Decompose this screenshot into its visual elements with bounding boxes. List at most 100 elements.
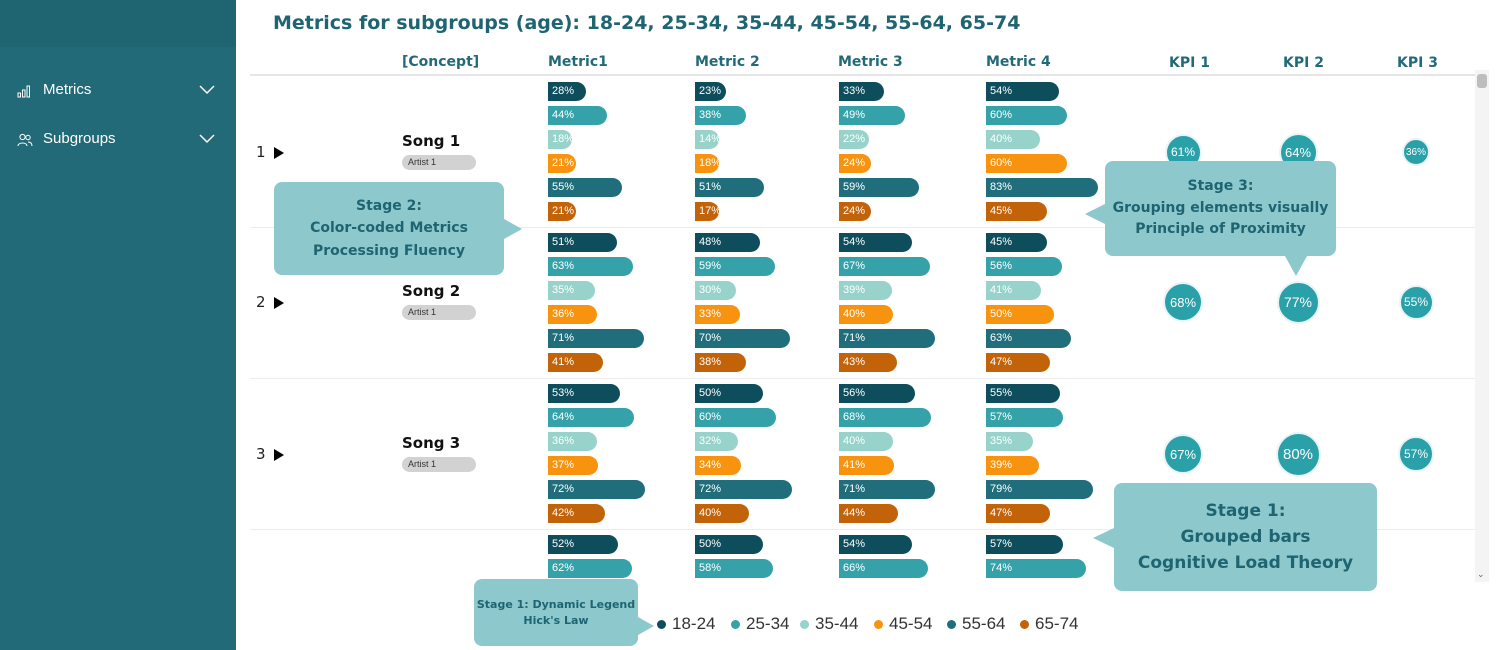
metric-bar: 59% <box>695 256 775 276</box>
scrollbar-thumb[interactable] <box>1477 74 1487 88</box>
metric-bar: 38% <box>695 105 747 125</box>
vertical-scrollbar[interactable] <box>1475 70 1489 582</box>
metric-bar: 24% <box>839 201 872 221</box>
scroll-down-arrow-icon[interactable]: ⌄ <box>1477 570 1485 580</box>
callout-line: Processing Fluency <box>312 242 466 259</box>
callout-line: Hick's Law <box>523 613 589 627</box>
metric-bar: 45% <box>986 201 1047 221</box>
metric-bar: 71% <box>839 479 935 499</box>
metric-bar: 56% <box>839 384 915 403</box>
metric-bar: 51% <box>695 177 764 197</box>
row-divider <box>250 529 1475 530</box>
expand-arrow-icon[interactable] <box>274 147 284 159</box>
metric-bar: 57% <box>986 535 1063 554</box>
metric-bar: 74% <box>986 558 1086 578</box>
sidebar-item-label: Metrics <box>43 81 92 98</box>
callout-pointer <box>1285 256 1307 276</box>
metric-bar: 71% <box>839 328 935 348</box>
callout-pointer <box>638 617 654 635</box>
expand-arrow-icon[interactable] <box>274 449 284 461</box>
song-title: Song 1 <box>402 132 461 150</box>
kpi-circle: 77% <box>1276 280 1320 324</box>
chevron-down-icon[interactable] <box>198 132 216 146</box>
metric-bar: 67% <box>839 256 930 276</box>
legend-item[interactable]: 25-34 <box>731 614 789 634</box>
legend-item[interactable]: 35-44 <box>800 614 858 634</box>
metric-bar: 54% <box>986 82 1059 101</box>
callout-legend: Stage 1: Dynamic Legend Hick's Law <box>474 579 638 646</box>
expand-arrow-icon[interactable] <box>274 297 284 309</box>
metric-bar: 22% <box>839 129 869 149</box>
metric-bar: 59% <box>839 177 919 197</box>
legend-label: 18-24 <box>672 614 716 633</box>
users-icon <box>17 133 33 147</box>
metric-bar: 14% <box>695 129 721 149</box>
metric-bar: 44% <box>548 105 608 125</box>
artist-badge: Artist 1 <box>402 305 476 320</box>
metric-bar: 47% <box>986 503 1050 523</box>
metric-bar: 79% <box>986 479 1093 499</box>
callout-line: Stage 1: <box>1205 501 1286 521</box>
callout-pointer <box>504 219 522 239</box>
metric-bar: 70% <box>695 328 790 348</box>
metric-bar: 49% <box>839 105 906 125</box>
callout-stage2: Stage 2: Color-coded Metrics Processing … <box>274 182 504 275</box>
sidebar-item-metrics[interactable]: Metrics <box>0 71 236 111</box>
metric-bar: 68% <box>839 407 931 427</box>
metric-bar: 30% <box>695 280 736 300</box>
header-divider <box>250 74 1475 76</box>
metric-bar: 36% <box>548 304 597 324</box>
metric-bar: 47% <box>986 352 1050 372</box>
metric-bar: 41% <box>839 455 895 475</box>
callout-line: Cognitive Load Theory <box>1137 553 1354 573</box>
legend-item[interactable]: 18-24 <box>657 614 715 634</box>
metric-bar: 50% <box>695 384 763 403</box>
row-divider <box>250 227 1475 228</box>
legend-item[interactable]: 65-74 <box>1020 614 1078 634</box>
legend-item[interactable]: 45-54 <box>874 614 932 634</box>
kpi-circle: 68% <box>1163 282 1203 322</box>
metric-bar: 41% <box>986 280 1042 300</box>
chevron-down-icon[interactable] <box>198 83 216 97</box>
metric-bar: 39% <box>986 455 1039 475</box>
legend-item[interactable]: 55-64 <box>947 614 1005 634</box>
kpi-circle: 67% <box>1163 434 1203 474</box>
sidebar-header <box>0 0 236 47</box>
song-title: Song 3 <box>402 434 461 452</box>
metric-bar: 58% <box>695 558 774 578</box>
callout-stage1: Stage 1: Grouped bars Cognitive Load The… <box>1114 483 1377 591</box>
metric-bar: 60% <box>986 153 1067 173</box>
metric-bar: 54% <box>839 233 912 252</box>
row-index: 3 <box>256 445 266 463</box>
column-header-metric2: Metric 2 <box>695 54 760 70</box>
row-index: 1 <box>256 143 266 161</box>
metric-bar: 41% <box>548 352 604 372</box>
metric-bar: 35% <box>548 280 596 300</box>
sidebar-item-subgroups[interactable]: Subgroups <box>0 120 236 160</box>
metric-bar: 66% <box>839 558 929 578</box>
legend-dot-icon <box>874 619 883 629</box>
metric-bar: 18% <box>695 153 721 173</box>
column-header-kpi2: KPI 2 <box>1283 55 1324 71</box>
callout-pointer <box>1085 204 1105 224</box>
sidebar: Metrics Subgroups <box>0 0 236 650</box>
callout-line: Grouped bars <box>1180 527 1311 547</box>
metric-bar: 64% <box>548 407 635 427</box>
legend-dot-icon <box>1020 619 1029 629</box>
legend-dot-icon <box>657 619 666 629</box>
kpi-circle: 55% <box>1398 284 1434 320</box>
kpi-circle: 57% <box>1398 436 1434 472</box>
artist-badge: Artist 1 <box>402 155 476 170</box>
kpi-circle: 80% <box>1275 431 1321 477</box>
metric-bar: 40% <box>695 503 749 523</box>
metric-bar: 33% <box>839 82 884 101</box>
bar-chart-icon <box>17 85 30 98</box>
metric-bar: 54% <box>839 535 912 554</box>
metric-bar: 33% <box>695 304 740 324</box>
metric-bar: 21% <box>548 153 577 173</box>
callout-line: Grouping elements visually <box>1112 199 1329 216</box>
metric-bar: 60% <box>986 105 1067 125</box>
artist-badge: Artist 1 <box>402 457 476 472</box>
column-header-metric3: Metric 3 <box>838 54 903 70</box>
metric-bar: 57% <box>986 407 1063 427</box>
